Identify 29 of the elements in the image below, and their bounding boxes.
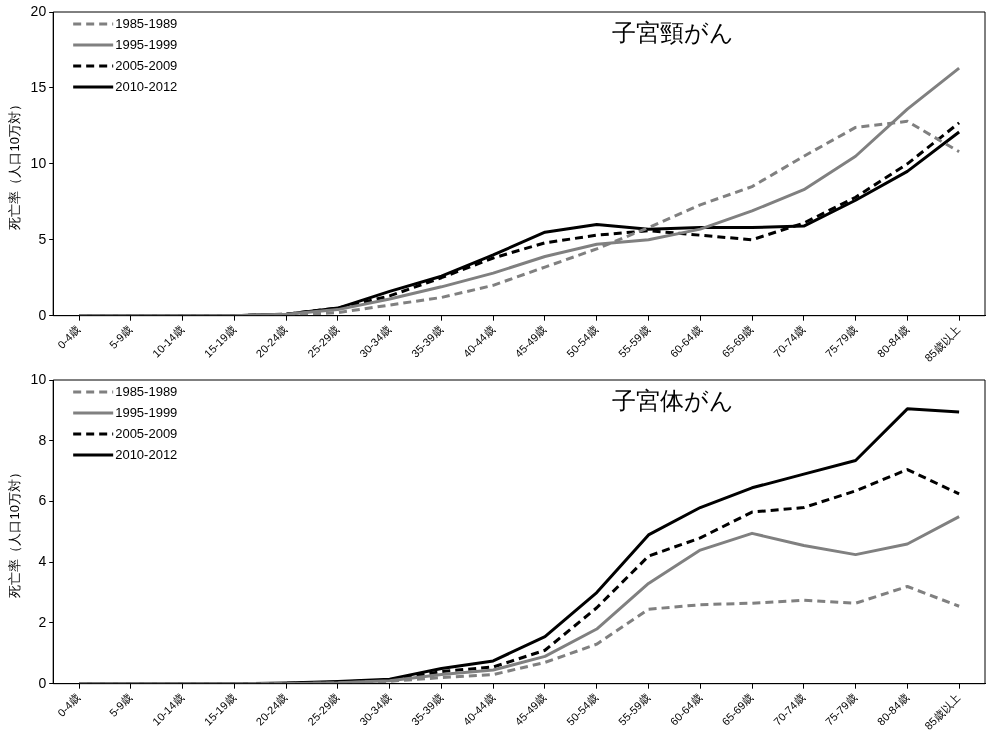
y-tick-label: 4	[38, 553, 47, 570]
legend-label: 1995-1999	[115, 36, 178, 52]
y-tick-label: 0	[38, 674, 47, 691]
chart-title: 子宮体がん	[612, 386, 735, 414]
x-tick-label: 0-4歳	[55, 323, 83, 351]
y-tick-label: 10	[30, 154, 47, 171]
legend-label: 2010-2012	[115, 78, 178, 94]
y-tick-label: 6	[38, 492, 47, 509]
legend-label: 2010-2012	[115, 446, 178, 462]
x-tick-label: 5-9歳	[106, 323, 135, 351]
legend-label: 1995-1999	[115, 404, 178, 420]
chart-title: 子宮頸がん	[612, 18, 735, 46]
legend-label: 2005-2009	[115, 57, 178, 73]
y-axis-title: 死亡率（人口10万対）	[7, 466, 23, 598]
y-tick-label: 20	[30, 2, 47, 19]
y-axis-title: 死亡率（人口10万対）	[7, 98, 23, 230]
legend-label: 1985-1989	[115, 383, 178, 399]
x-tick-label: 85歳以上	[922, 323, 963, 364]
x-tick-label: 0-4歳	[55, 691, 83, 719]
y-tick-label: 2	[38, 613, 47, 630]
y-tick-label: 15	[30, 78, 47, 95]
y-tick-label: 0	[38, 306, 47, 323]
y-tick-label: 8	[38, 431, 47, 448]
x-tick-label: 5-9歳	[106, 691, 135, 719]
legend-label: 1985-1989	[115, 15, 178, 31]
x-tick-label: 85歳以上	[922, 691, 963, 732]
y-tick-label: 10	[30, 370, 47, 387]
legend-label: 2005-2009	[115, 425, 178, 441]
y-tick-label: 5	[38, 230, 47, 247]
